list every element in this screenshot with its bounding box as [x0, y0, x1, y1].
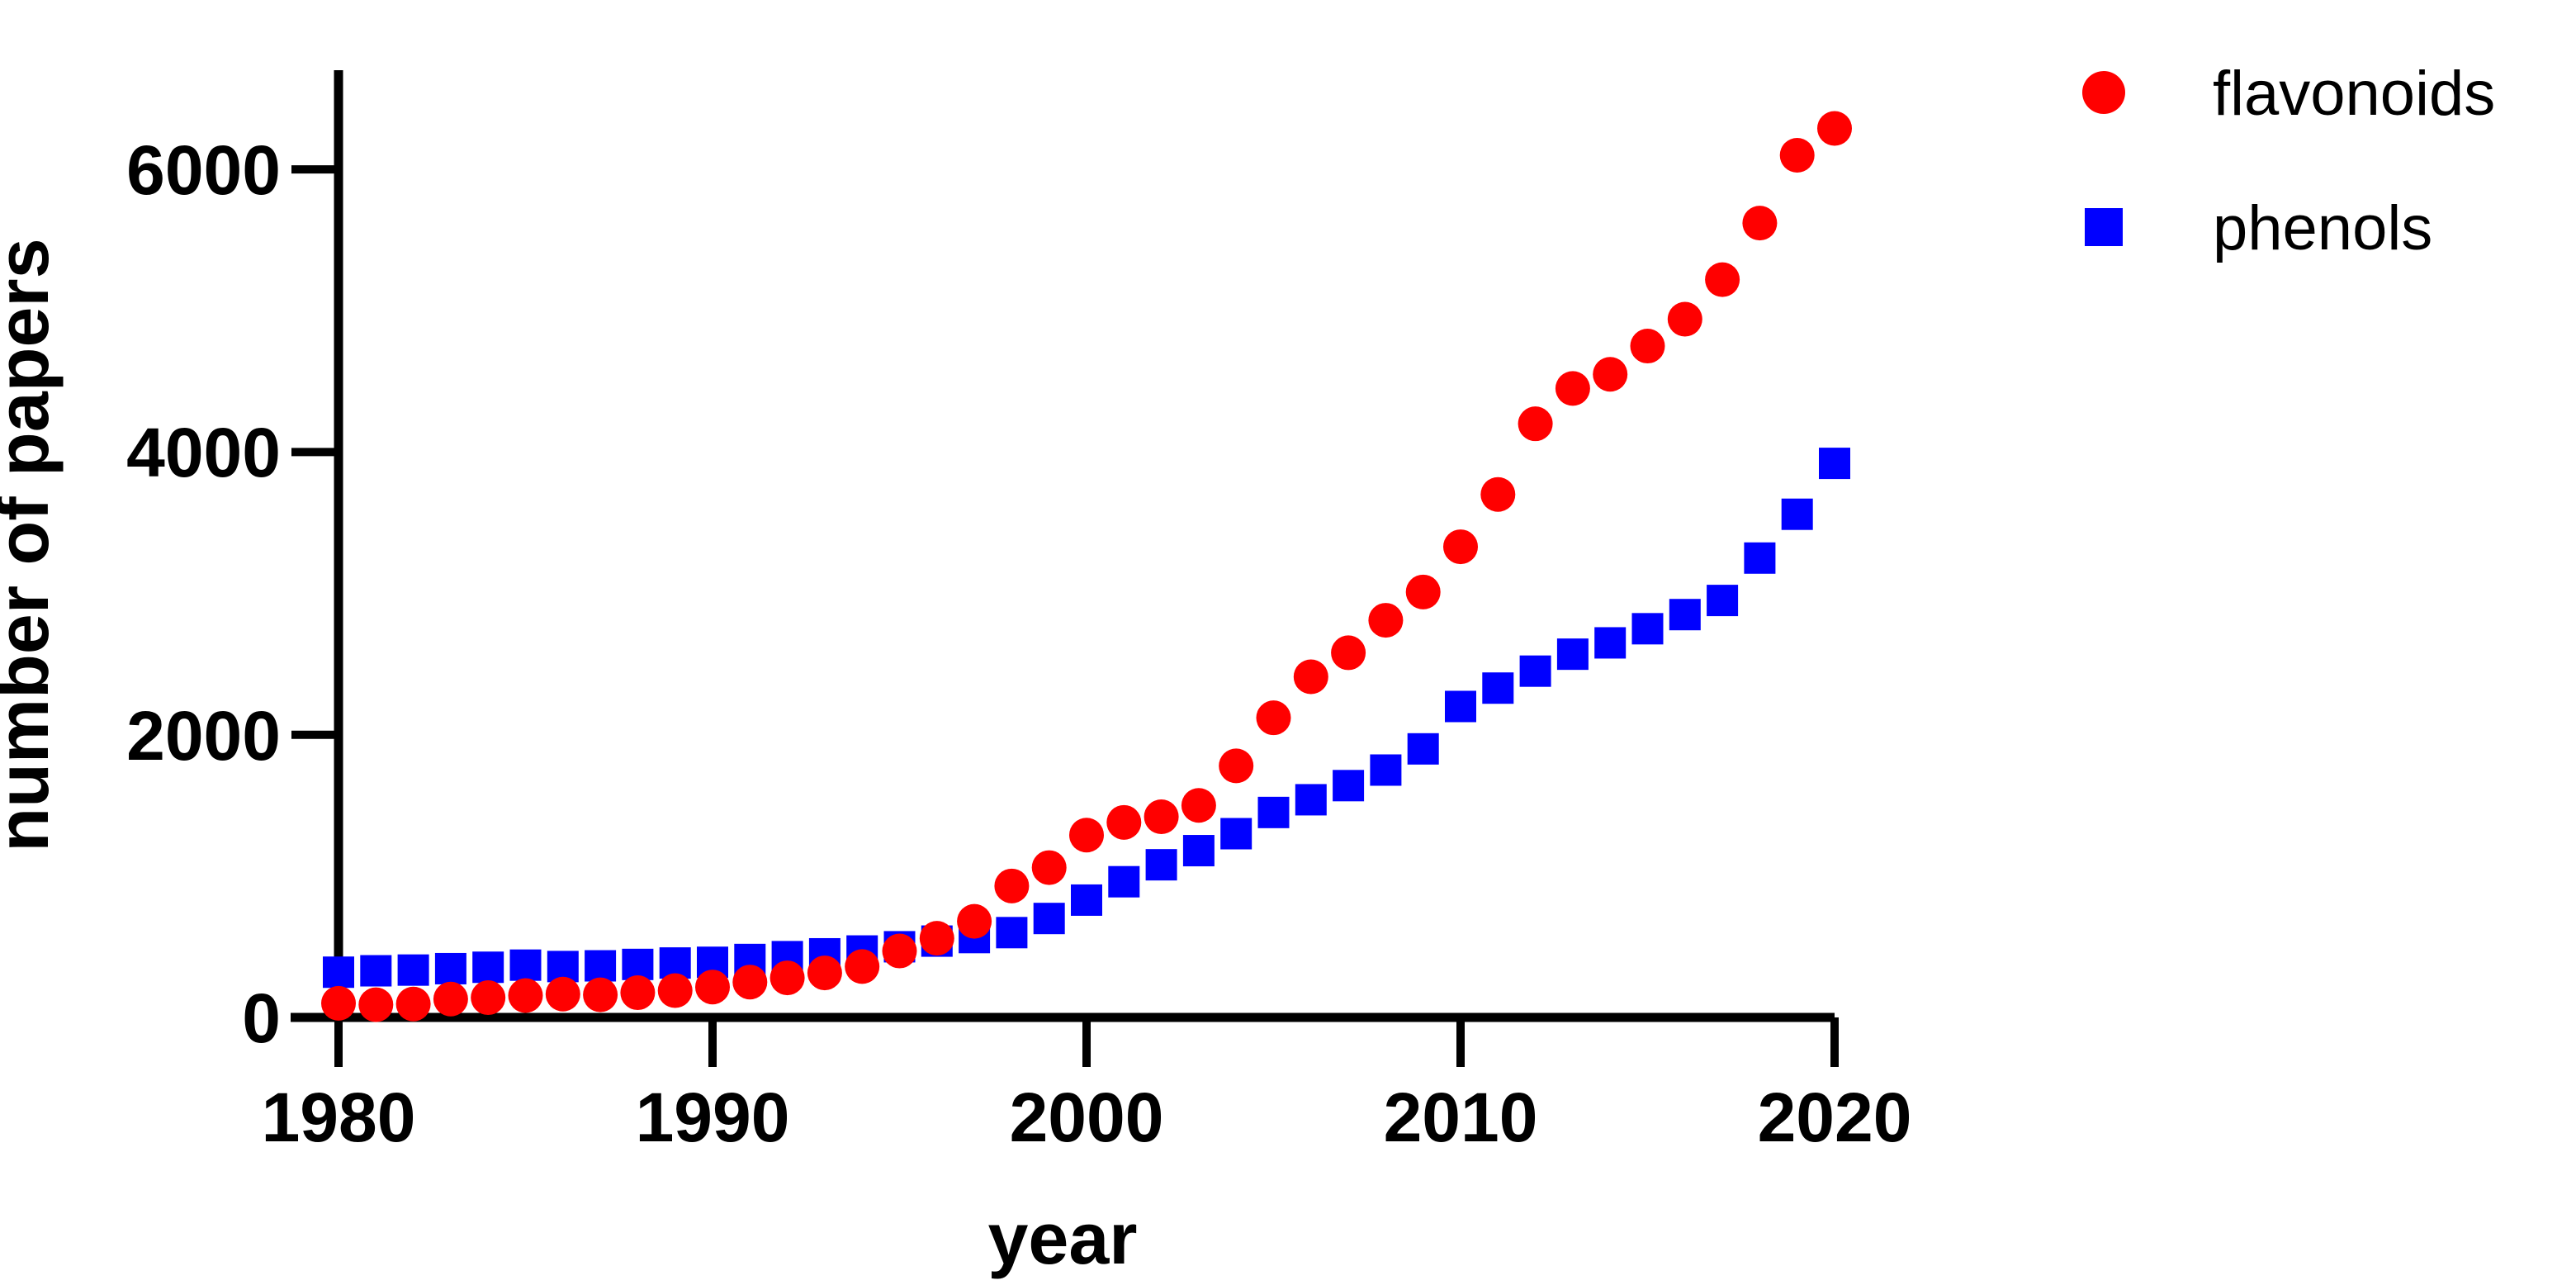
flavonoids-point [1368, 603, 1404, 638]
flavonoids-point [1405, 574, 1441, 609]
flavonoids-point [695, 970, 730, 1005]
legend-label-phenols: phenols [2213, 193, 2432, 263]
phenols-series [323, 448, 1850, 989]
phenols-point [1631, 613, 1664, 645]
flavonoids-point [1144, 799, 1179, 834]
phenols-point [1295, 784, 1327, 816]
legend-label-flavonoids: flavonoids [2213, 59, 2495, 129]
flavonoids-point [1069, 818, 1104, 853]
flavonoids-point [994, 868, 1030, 903]
x-axis-ticks [334, 1017, 1839, 1067]
y-tick-label-0: 0 [242, 979, 281, 1057]
phenols-point [1407, 733, 1439, 765]
legend-item-flavonoids: flavonoids [2082, 59, 2495, 129]
flavonoids-point [1817, 111, 1852, 146]
phenols-point [1482, 672, 1514, 704]
phenols-point [1370, 754, 1402, 786]
phenols-point [1707, 585, 1739, 617]
phenols-point [1033, 903, 1065, 935]
y-tick-label-6000: 6000 [126, 131, 281, 209]
phenols-point [434, 952, 466, 984]
y-axis-title: number of papers [0, 238, 64, 851]
legend-item-phenols: phenols [2085, 193, 2432, 263]
x-tick-label-2010: 2010 [1384, 1079, 1538, 1156]
flavonoids-series [321, 111, 1852, 1022]
x-tick-label-2000: 2000 [1010, 1079, 1164, 1156]
flavonoids-point [545, 976, 580, 1012]
flavonoids-point [1480, 477, 1516, 512]
phenols-point [360, 955, 392, 987]
phenols-point [509, 949, 542, 981]
phenols-point [996, 917, 1028, 949]
flavonoids-point [395, 986, 431, 1022]
flavonoids-point [732, 965, 768, 1000]
phenols-point [1669, 599, 1701, 631]
phenols-point [1819, 448, 1850, 480]
x-axis-tick-labels: 1980 1990 2000 2010 2020 [262, 1079, 1912, 1156]
flavonoids-point [882, 933, 917, 969]
flavonoids-point [1106, 804, 1142, 840]
flavonoids-point [1555, 371, 1590, 406]
flavonoids-point [620, 975, 656, 1011]
flavonoids-point [583, 977, 618, 1012]
flavonoids-legend-marker-icon [2082, 71, 2125, 114]
flavonoids-point [807, 955, 842, 991]
flavonoids-point [471, 980, 506, 1016]
phenols-point [1594, 627, 1627, 659]
flavonoids-point [769, 960, 805, 996]
phenols-point [1556, 638, 1589, 671]
y-tick-label-2000: 2000 [126, 697, 281, 775]
flavonoids-point [1705, 262, 1740, 297]
x-axis-title: year [987, 1197, 1137, 1279]
phenols-point [323, 956, 354, 989]
flavonoids-point [433, 981, 468, 1017]
flavonoids-point [957, 903, 992, 939]
flavonoids-point [845, 949, 880, 984]
phenols-point [1519, 655, 1551, 687]
phenols-point [1257, 796, 1290, 828]
y-tick-label-4000: 4000 [126, 414, 281, 491]
phenols-point [1744, 542, 1776, 574]
phenols-point [1071, 884, 1102, 916]
flavonoids-point [1630, 329, 1665, 364]
flavonoids-point [1293, 659, 1328, 695]
flavonoids-point [1219, 748, 1254, 784]
x-tick-label-1980: 1980 [262, 1079, 416, 1156]
phenols-point [1445, 690, 1476, 723]
flavonoids-point [1742, 206, 1778, 241]
phenols-point [1220, 818, 1252, 850]
x-tick-label-1990: 1990 [636, 1079, 790, 1156]
phenols-point [472, 951, 504, 984]
flavonoids-point [1518, 406, 1553, 442]
flavonoids-point [1031, 850, 1067, 885]
x-tick-label-2020: 2020 [1758, 1079, 1912, 1156]
phenols-point [1182, 835, 1215, 867]
flavonoids-point [1593, 357, 1628, 392]
phenols-point [585, 950, 617, 982]
phenols-point [1108, 865, 1140, 898]
flavonoids-point [1779, 137, 1815, 173]
flavonoids-point [321, 985, 356, 1021]
y-axis-ticks [291, 165, 339, 1022]
phenols-point [622, 948, 654, 980]
flavonoids-point [508, 978, 543, 1013]
phenols-legend-marker-icon [2085, 208, 2123, 246]
flavonoids-point [919, 921, 954, 956]
phenols-point [397, 954, 429, 986]
flavonoids-point [1181, 788, 1216, 823]
phenols-point [1145, 849, 1177, 881]
y-axis-tick-labels: 0 2000 4000 6000 [126, 131, 281, 1057]
phenols-point [1333, 770, 1365, 802]
chart-legend: flavonoids phenols [2082, 59, 2495, 263]
flavonoids-point [1256, 700, 1291, 736]
flavonoids-point [657, 973, 693, 1008]
flavonoids-point [1331, 635, 1366, 671]
flavonoids-point [358, 987, 394, 1022]
flavonoids-point [1667, 301, 1702, 337]
phenols-point [1781, 498, 1813, 530]
flavonoids-point [1443, 529, 1478, 565]
